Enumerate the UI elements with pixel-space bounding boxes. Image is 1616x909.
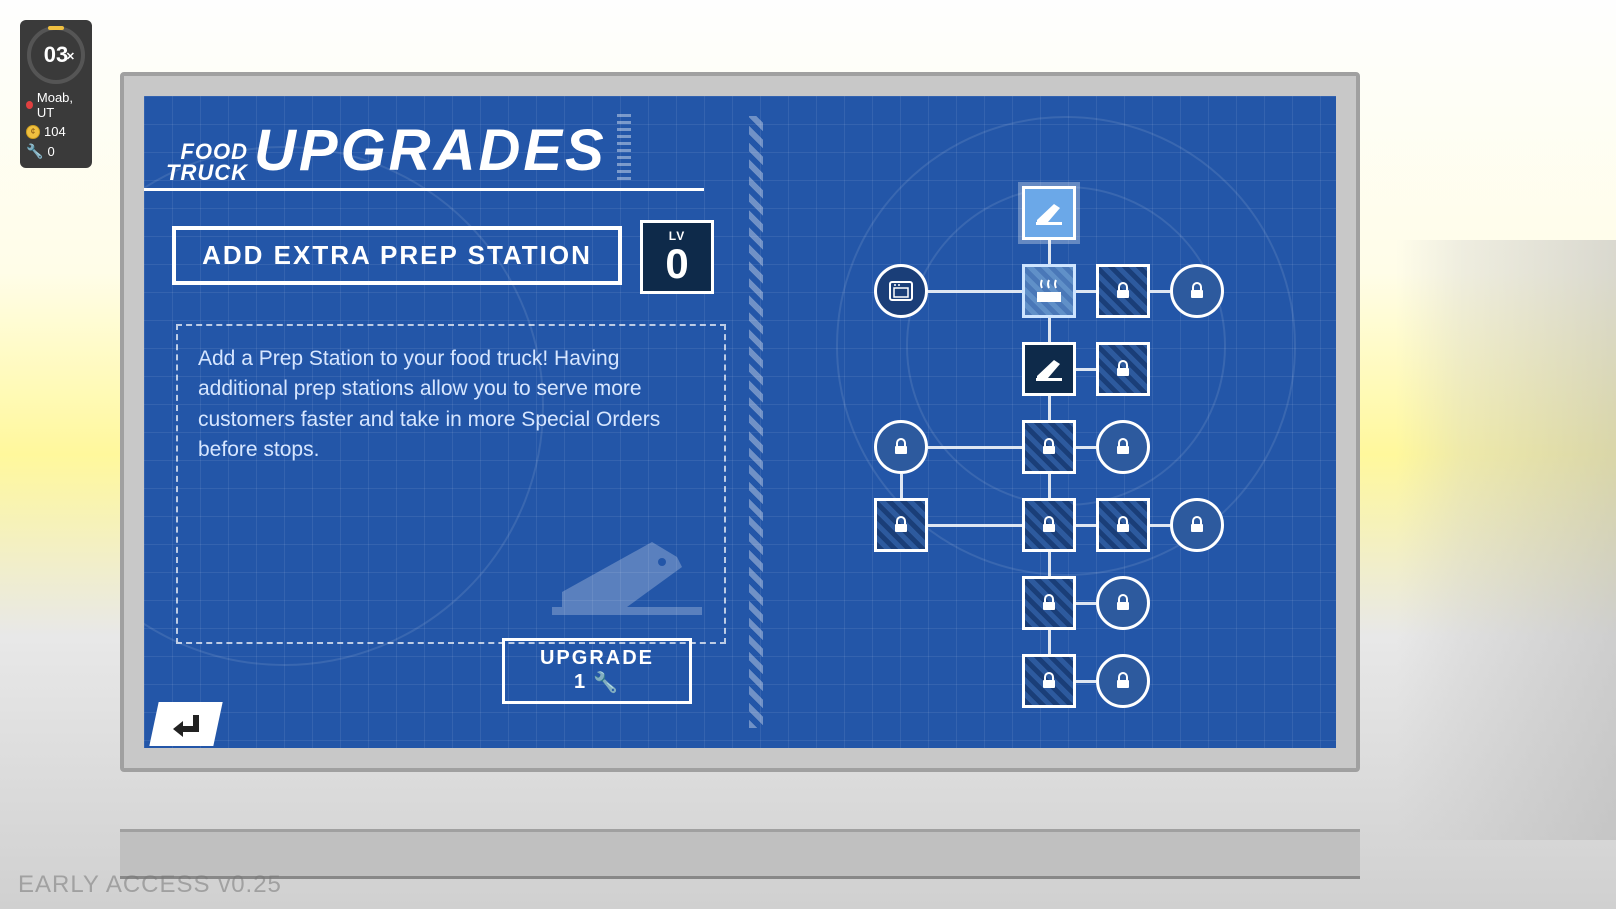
hud-coins-row: ¢ 104 (26, 122, 86, 141)
upgrade-screen-frame: FOOD TRUCK UPGRADES ADD EXTRA PREP STATI… (120, 72, 1360, 772)
title-small-2: TRUCK (166, 163, 248, 184)
upgrade-node-n1[interactable] (874, 264, 928, 318)
title-main: UPGRADES (254, 117, 607, 184)
back-arrow-icon (169, 711, 203, 737)
tree-edge (1076, 446, 1096, 449)
upgrade-tree (864, 186, 1284, 726)
upgrade-node-n16[interactable] (1022, 654, 1076, 708)
title-prefix: FOOD TRUCK (166, 142, 248, 184)
upgrade-node-n5[interactable] (1022, 342, 1076, 396)
clock-icon: ✕ (66, 50, 75, 63)
upgrade-node-n0[interactable] (1022, 186, 1076, 240)
upgrade-button-label: UPGRADE (540, 647, 654, 670)
upgrade-node-n17[interactable] (1096, 654, 1150, 708)
blueprint-panel: FOOD TRUCK UPGRADES ADD EXTRA PREP STATI… (144, 96, 1336, 748)
coin-icon: ¢ (26, 125, 40, 139)
upgrade-node-n7[interactable] (874, 420, 928, 474)
upgrade-node-n13[interactable] (1170, 498, 1224, 552)
screen-title: FOOD TRUCK UPGRADES (166, 114, 631, 184)
upgrade-node-n14[interactable] (1022, 576, 1076, 630)
upgrade-node-n2[interactable] (1022, 264, 1076, 318)
tree-edge (928, 524, 1022, 527)
tree-edge (1076, 602, 1096, 605)
hud-coins: 104 (44, 124, 66, 139)
hud-panel: 03 ✕ Moab, UT ¢ 104 🔧 0 (20, 20, 92, 168)
tree-edge (1048, 552, 1051, 576)
title-stripe-deco (617, 114, 631, 184)
tree-edge (1076, 290, 1096, 293)
tree-edge (1048, 630, 1051, 654)
tree-edge (1150, 524, 1170, 527)
wrench-icon: 🔧 (26, 143, 43, 160)
upgrade-node-n10[interactable] (874, 498, 928, 552)
tree-edge (1048, 240, 1051, 264)
version-label: EARLY ACCESS v0.25 (18, 871, 282, 899)
upgrade-description: Add a Prep Station to your food truck! H… (198, 347, 660, 461)
title-underline (144, 188, 704, 191)
tree-edge (1076, 680, 1096, 683)
tree-edge (1048, 474, 1051, 498)
upgrade-node-n15[interactable] (1096, 576, 1150, 630)
tree-edge (928, 290, 1022, 293)
tree-edge (900, 474, 903, 498)
upgrade-level-box: LV 0 (640, 220, 714, 294)
back-button[interactable] (149, 702, 222, 746)
tree-edge (1048, 318, 1051, 342)
frame-base (120, 829, 1360, 879)
upgrade-node-n6[interactable] (1096, 342, 1150, 396)
tree-edge (1076, 368, 1096, 371)
upgrade-node-n11[interactable] (1022, 498, 1076, 552)
upgrade-node-n8[interactable] (1022, 420, 1076, 474)
background-machinery (1396, 240, 1616, 840)
upgrade-description-box: Add a Prep Station to your food truck! H… (176, 324, 726, 644)
hud-location: Moab, UT (37, 90, 86, 120)
hud-location-row: Moab, UT (26, 88, 86, 122)
tree-edge (928, 446, 1022, 449)
upgrade-node-n3[interactable] (1096, 264, 1150, 318)
upgrade-node-n9[interactable] (1096, 420, 1150, 474)
wrench-icon: 🔧 (593, 670, 620, 695)
upgrade-button[interactable]: UPGRADE 1 🔧 (502, 638, 692, 704)
tree-edge (1076, 524, 1096, 527)
upgrade-cost-value: 1 (574, 671, 587, 694)
hud-time: 03 (44, 42, 68, 68)
upgrade-node-n4[interactable] (1170, 264, 1224, 318)
tree-edge (1150, 290, 1170, 293)
hud-parts-row: 🔧 0 (26, 141, 86, 162)
hud-clock: 03 ✕ (27, 26, 85, 84)
upgrade-button-cost: 1 🔧 (574, 670, 620, 695)
location-pin-icon (26, 101, 33, 109)
cleaver-illustration-icon (532, 512, 712, 632)
upgrade-name: ADD EXTRA PREP STATION (172, 226, 622, 285)
upgrade-node-n12[interactable] (1096, 498, 1150, 552)
hud-parts: 0 (47, 144, 54, 159)
tree-edge (1048, 396, 1051, 420)
lv-value: 0 (665, 243, 688, 285)
panel-divider (749, 116, 763, 728)
